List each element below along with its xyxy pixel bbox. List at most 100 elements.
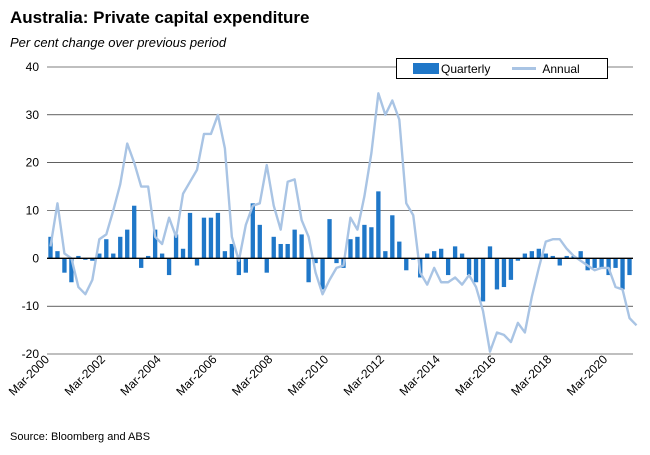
bar-quarterly [250, 203, 255, 259]
bar-quarterly [383, 251, 388, 259]
bar-quarterly [508, 258, 514, 280]
bar-quarterly [459, 253, 465, 259]
legend-swatch-quarterly [413, 63, 439, 74]
bar-quarterly [369, 227, 374, 259]
bar-quarterly [320, 258, 325, 290]
bar-quarterly [397, 241, 402, 259]
bar-quarterly [501, 258, 507, 288]
x-tick-label: Mar-2012 [341, 352, 387, 398]
legend-label-annual: Annual [542, 61, 580, 76]
bar-quarterly [111, 253, 116, 259]
x-tick-label: Mar-2006 [173, 352, 219, 398]
bar-quarterly [166, 258, 172, 276]
bar-quarterly [104, 239, 109, 259]
bar-quarterly [152, 229, 158, 259]
bar-quarterly [208, 217, 214, 259]
bar-quarterly [480, 258, 486, 302]
bar-quarterly [522, 253, 528, 259]
bar-quarterly [264, 258, 269, 273]
y-tick-label: -20 [22, 347, 40, 361]
bar-quarterly [529, 251, 535, 259]
bar-quarterly [494, 258, 500, 290]
bar-quarterly [515, 258, 521, 261]
bar-quarterly [215, 212, 221, 259]
bar-quarterly [306, 258, 311, 283]
x-tick-label: Mar-2020 [564, 352, 610, 398]
bar-quarterly [173, 234, 179, 259]
bar-quarterly [90, 258, 95, 261]
x-tick-label: Mar-2010 [285, 352, 331, 398]
bar-quarterly [578, 251, 583, 259]
bar-quarterly [592, 258, 597, 268]
bar-quarterly [48, 236, 53, 259]
bar-quarterly [299, 234, 304, 259]
x-tick-label: Mar-2014 [397, 352, 443, 398]
bar-quarterly [452, 246, 458, 259]
bar-quarterly [334, 258, 339, 264]
bar-quarterly [118, 236, 123, 259]
bar-quarterly [627, 258, 632, 276]
bar-quarterly [55, 251, 60, 259]
bar-quarterly [187, 212, 193, 259]
legend: Quarterly Annual [396, 58, 608, 79]
bar-quarterly [132, 205, 137, 259]
bar-quarterly [438, 248, 444, 259]
bar-quarterly [376, 191, 381, 259]
bar-quarterly [425, 253, 430, 259]
bar-quarterly [390, 215, 395, 259]
y-tick-label: -10 [22, 299, 40, 313]
bar-quarterly [445, 258, 451, 276]
bar-quarterly [139, 258, 144, 268]
bar-quarterly [473, 258, 479, 283]
bar-quarterly [487, 246, 493, 259]
bar-quarterly [550, 255, 555, 259]
x-tick-label: Mar-2004 [118, 352, 164, 398]
bar-quarterly [404, 258, 409, 271]
bar-quarterly [229, 243, 235, 259]
bar-quarterly [271, 236, 276, 259]
bar-quarterly [243, 258, 248, 273]
bar-quarterly [327, 219, 332, 259]
bar-quarterly [97, 253, 102, 259]
bar-quarterly [62, 258, 67, 273]
bar-quarterly [348, 239, 353, 259]
bar-quarterly [285, 243, 290, 259]
bar-quarterly [411, 258, 416, 260]
bar-quarterly [292, 229, 297, 259]
bar-quarterly [599, 258, 604, 268]
bar-quarterly [180, 248, 186, 259]
bar-quarterly [432, 251, 437, 259]
bar-quarterly [466, 258, 472, 276]
bar-quarterly [257, 224, 262, 259]
bar-quarterly [125, 229, 130, 259]
line-annual [49, 92, 638, 353]
x-tick-label: Mar-2016 [452, 352, 498, 398]
bar-quarterly [355, 236, 360, 259]
bar-quarterly [313, 258, 318, 264]
chart-subtitle: Per cent change over previous period [10, 35, 227, 50]
bar-quarterly [236, 258, 242, 276]
y-tick-label: 20 [26, 156, 40, 170]
legend-item-annual: Annual [490, 61, 580, 76]
bar-quarterly [543, 253, 548, 259]
bar-quarterly [620, 258, 625, 290]
bar-quarterly [557, 258, 562, 266]
bar-quarterly [83, 258, 88, 260]
bar-quarterly [613, 258, 618, 268]
y-tick-label: 0 [32, 251, 39, 265]
source-note: Source: Bloomberg and ABS [10, 431, 151, 443]
legend-swatch-annual [512, 67, 537, 70]
x-tick-label: Mar-2018 [508, 352, 554, 398]
bar-quarterly [159, 253, 165, 259]
bar-quarterly [362, 224, 367, 259]
y-tick-label: 10 [26, 204, 40, 218]
bar-quarterly [278, 243, 283, 259]
bar-quarterly [536, 248, 541, 259]
bar-quarterly [145, 255, 151, 259]
bar-quarterly [222, 251, 228, 259]
y-tick-label: 30 [26, 108, 40, 122]
legend-label-quarterly: Quarterly [441, 61, 491, 76]
bar-quarterly [194, 258, 200, 266]
bar-quarterly [564, 255, 569, 259]
